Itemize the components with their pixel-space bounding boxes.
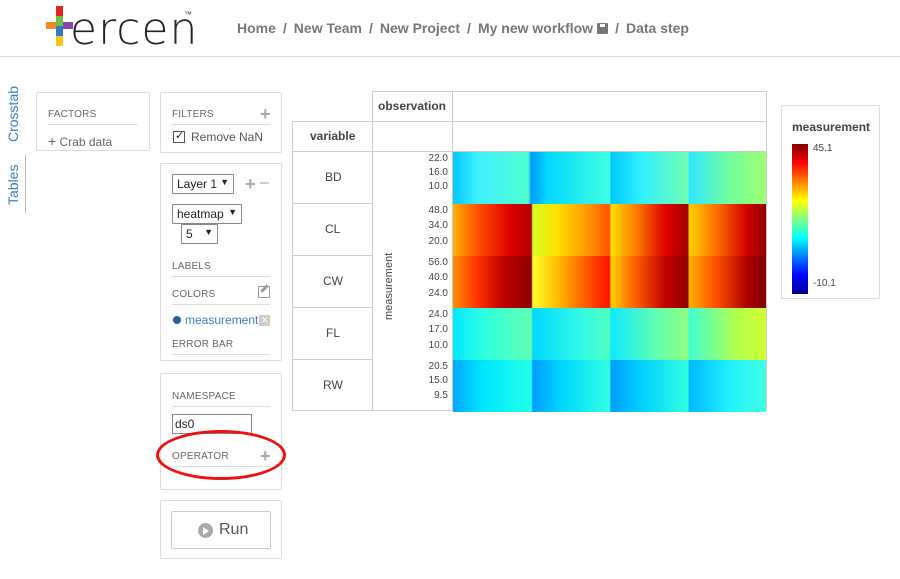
filters-label: FILTERS <box>172 109 270 125</box>
layer-select[interactable]: Layer 1 ▼ <box>172 174 234 194</box>
color-factor-chip[interactable]: measurement ✕ <box>173 313 271 327</box>
color-factor-label: measurement <box>185 313 259 327</box>
tick-label: 56.0 <box>428 257 448 268</box>
breadcrumb-data-step[interactable]: Data step <box>625 20 689 36</box>
row-divider <box>292 359 373 360</box>
breadcrumb-separator: / <box>467 20 471 36</box>
tab-crosstab[interactable]: Crosstab <box>5 85 21 142</box>
layer-panel: Layer 1 ▼ + − heatmap ▼ 5 ▼ LABELS COLOR… <box>160 163 282 361</box>
chart-type-value: heatmap <box>177 207 224 221</box>
tick-label: 24.0 <box>428 288 448 299</box>
tick-label: 10.0 <box>428 181 448 192</box>
add-layer-plus-icon[interactable]: + <box>245 174 256 194</box>
tick-label: 15.0 <box>428 375 448 386</box>
row-label-cl: CL <box>325 222 341 236</box>
row-divider <box>292 255 373 256</box>
tick-label: 10.0 <box>428 340 448 351</box>
factor-crab-data: Crab data <box>59 135 113 149</box>
tick-label: 20.0 <box>428 236 448 247</box>
column-header-divider <box>452 91 767 122</box>
legend-title: measurement <box>792 120 871 134</box>
error-bar-label: ERROR BAR <box>172 339 270 355</box>
legend-max-value: 45.1 <box>813 143 833 154</box>
remove-nan-label: Remove NaN <box>191 130 264 144</box>
logo-trademark: ™ <box>184 10 192 19</box>
breadcrumb-separator: / <box>282 20 287 36</box>
operator-label: OPERATOR <box>172 451 270 467</box>
count-select-value: 5 <box>186 227 193 241</box>
row-label-rw: RW <box>323 378 343 392</box>
legend-colorbar <box>792 144 808 294</box>
app-header: ercen ™ Home / New Team / New Project / My new… <box>0 0 900 57</box>
tick-label: 16.0 <box>428 167 448 178</box>
tick-label: 22.0 <box>428 153 448 164</box>
tick-label: 34.0 <box>428 220 448 231</box>
tick-label: 9.5 <box>434 390 448 401</box>
factors-panel: FACTORS + Crab data <box>36 92 150 151</box>
run-label: Run <box>219 521 249 538</box>
row-label-bd: BD <box>325 170 342 184</box>
breadcrumb-project[interactable]: New Project <box>379 20 461 36</box>
chart-type-select[interactable]: heatmap ▼ <box>172 204 242 224</box>
edit-colors-icon[interactable] <box>258 286 270 298</box>
tab-tables[interactable]: Tables <box>5 164 21 205</box>
run-panel: Run <box>160 500 282 559</box>
row-factor-variable[interactable]: variable <box>310 129 356 143</box>
breadcrumb-separator: / <box>369 20 373 36</box>
chevron-down-icon: ▼ <box>220 177 229 187</box>
remove-layer-minus-icon[interactable]: − <box>259 173 270 193</box>
row-header-box <box>292 121 767 152</box>
tercen-logo[interactable]: ercen ™ <box>44 4 197 55</box>
tick-label: 17.0 <box>428 324 448 335</box>
chevron-down-icon: ▼ <box>204 227 213 237</box>
chevron-down-icon: ▼ <box>228 207 237 217</box>
run-button[interactable]: Run <box>171 511 271 549</box>
tick-label: 20.5 <box>428 361 448 372</box>
breadcrumb-separator: / <box>615 20 619 36</box>
namespace-panel: NAMESPACE ds0 OPERATOR + <box>160 373 282 490</box>
heatmap-row-fl[interactable] <box>453 308 766 360</box>
remove-nan-checkbox[interactable] <box>173 129 185 143</box>
close-icon[interactable]: ✕ <box>259 315 271 326</box>
colors-label: COLORS <box>172 289 270 305</box>
breadcrumb-workflow[interactable]: My new workflow <box>477 20 594 36</box>
breadcrumb-team[interactable]: New Team <box>293 20 363 36</box>
layer-select-value: Layer 1 <box>177 177 218 191</box>
heatmap-row-cl[interactable] <box>453 204 766 256</box>
namespace-input[interactable]: ds0 <box>172 414 252 434</box>
add-operator-plus-icon[interactable]: + <box>260 446 271 466</box>
factors-label: FACTORS <box>48 109 138 125</box>
tick-label: 24.0 <box>428 309 448 320</box>
heatmap-row-cw[interactable] <box>453 256 766 308</box>
namespace-label: NAMESPACE <box>172 391 270 407</box>
column-factor-observation[interactable]: observation <box>378 99 447 113</box>
breadcrumb-home[interactable]: Home <box>237 20 276 36</box>
breadcrumb: Home / New Team / New Project / My new workflo… <box>237 20 689 36</box>
color-legend: measurement 45.1 -10.1 <box>781 105 880 299</box>
row-labels-column <box>292 151 373 411</box>
labels-label: LABELS <box>172 261 270 277</box>
add-filter-plus-icon[interactable]: + <box>260 104 271 124</box>
tick-label: 48.0 <box>428 205 448 216</box>
row-label-cw: CW <box>323 274 343 288</box>
y-axis-label: measurement <box>383 252 395 320</box>
row-divider <box>292 203 373 204</box>
heatmap-row-rw[interactable] <box>453 360 766 412</box>
add-factor-button[interactable]: + Crab data <box>48 133 112 149</box>
heatmap-row-bd[interactable] <box>453 152 766 204</box>
filters-panel: FILTERS + Remove NaN <box>160 92 282 153</box>
logo-plus-icon <box>46 6 73 46</box>
count-select[interactable]: 5 ▼ <box>181 224 218 244</box>
legend-min-value: -10.1 <box>813 278 836 289</box>
row-header-divider <box>372 121 453 152</box>
row-label-fl: FL <box>326 326 341 340</box>
plus-icon: + <box>48 133 57 149</box>
tick-label: 40.0 <box>428 272 448 283</box>
factor-dot-icon <box>173 316 181 324</box>
active-tab-indicator <box>25 155 26 213</box>
play-icon <box>198 523 213 538</box>
save-icon[interactable] <box>597 23 609 34</box>
row-divider <box>292 307 373 308</box>
logo-text: ercen <box>70 4 199 55</box>
